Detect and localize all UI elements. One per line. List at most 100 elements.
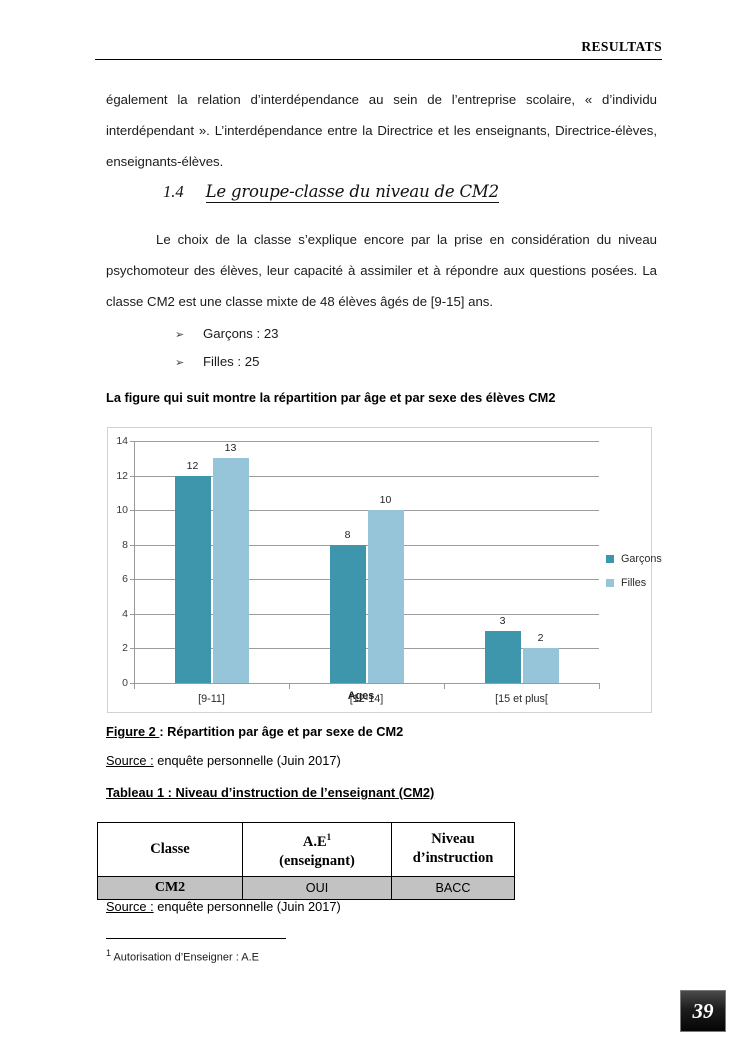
table-header-niveau-line1: Niveau bbox=[431, 831, 475, 848]
bullet-list: ➢ Garçons : 23 ➢ Filles : 25 bbox=[175, 320, 279, 376]
chart-x-tick-label: [15 et plus[ bbox=[495, 693, 548, 705]
instruction-level-table: Classe A.E1 (enseignant) Niveau d’instru… bbox=[97, 822, 515, 900]
source-line-2: Source : enquête personnelle (Juin 2017) bbox=[106, 899, 341, 914]
chart-y-axis bbox=[134, 441, 135, 683]
chart-y-tick-label: 6 bbox=[122, 573, 128, 586]
chart-gridline bbox=[134, 475, 599, 477]
source-line-1: Source : enquête personnelle (Juin 2017) bbox=[106, 753, 341, 768]
chart-y-tickmark bbox=[130, 613, 135, 615]
footnote-number: 1 bbox=[106, 948, 112, 958]
footnote-marker: 1 bbox=[326, 832, 332, 842]
chart-data-label: 2 bbox=[537, 632, 544, 645]
table-caption-label: Tableau 1 : Niveau d’instruction de l’en… bbox=[106, 785, 435, 800]
chart-gridline bbox=[134, 579, 599, 581]
chart-bar bbox=[174, 475, 211, 683]
chart-x-tick-label: [12-14] bbox=[349, 693, 384, 705]
arrow-bullet-icon: ➢ bbox=[175, 328, 185, 341]
page-number: 39 bbox=[692, 998, 714, 1023]
table-caption: Tableau 1 : Niveau d’instruction de l’en… bbox=[106, 785, 434, 800]
chart-legend-label: Garçons bbox=[621, 553, 662, 565]
chart-y-tick-label: 8 bbox=[122, 538, 128, 551]
paragraph-2: Le choix de la classe s’explique encore … bbox=[106, 232, 657, 309]
bar-chart: 0 2 4 6 8 10 12 14 12 13 [9-11] 8 10 [12-14] 3 2 [15 et … bbox=[107, 427, 662, 713]
table-header-niveau-line2: d’instruction bbox=[412, 850, 494, 867]
table-row: CM2 OUI BACC bbox=[97, 875, 515, 900]
paragraph-block-2: Le choix de la classe s’explique encore … bbox=[106, 224, 657, 317]
source-text: enquête personnelle (Juin 2017) bbox=[153, 753, 341, 768]
chart-y-tickmark bbox=[130, 544, 135, 546]
chart-gridline bbox=[134, 648, 599, 650]
section-title: Le groupe-classe du niveau de CM2 bbox=[205, 182, 499, 203]
page-number-badge: 39 bbox=[680, 990, 726, 1032]
chart-y-tickmark bbox=[130, 648, 135, 650]
chart-y-tickmark bbox=[130, 683, 135, 684]
chart-bar bbox=[329, 544, 366, 683]
figure-caption-text: : Répartition par âge et par sexe de CM2 bbox=[159, 724, 404, 739]
section-heading: 1.4 Le groupe-classe du niveau de CM2 bbox=[163, 182, 499, 203]
chart-y-tick-label: 12 bbox=[116, 469, 128, 482]
chart-y-tickmark bbox=[130, 441, 135, 442]
chart-bar bbox=[367, 510, 404, 683]
chart-data-label: 3 bbox=[499, 615, 506, 628]
chart-x-axis bbox=[134, 683, 599, 684]
chart-plot-area: 0 2 4 6 8 10 12 14 12 13 [9-11] 8 10 [12-14] 3 2 [15 et … bbox=[116, 435, 600, 705]
table-header-ae-line2: (enseignant) bbox=[279, 852, 355, 869]
chart-legend-label: Filles bbox=[621, 577, 647, 589]
table-header-niveau: Niveau d’instruction bbox=[391, 822, 515, 877]
list-item: ➢ Garçons : 23 bbox=[175, 320, 279, 348]
table-cell-classe: CM2 bbox=[97, 875, 243, 900]
chart-x-tickmark bbox=[289, 683, 290, 689]
chart-gridline bbox=[134, 510, 599, 512]
table-cell-niveau: BACC bbox=[391, 875, 515, 900]
chart-gridline bbox=[134, 441, 599, 442]
chart-data-label: 8 bbox=[344, 528, 351, 541]
figure-lead-text: La figure qui suit montre la répartition… bbox=[106, 390, 556, 405]
footnote-separator bbox=[106, 938, 286, 939]
chart-gridline bbox=[134, 544, 599, 546]
footnote: 1 Autorisation d’Enseigner : A.E bbox=[106, 948, 259, 964]
table-header-ae: A.E1 (enseignant) bbox=[242, 822, 392, 877]
list-item-label: Filles : 25 bbox=[203, 354, 260, 369]
chart-bar bbox=[484, 631, 521, 683]
list-item-label: Garçons : 23 bbox=[203, 326, 279, 341]
chart-y-tickmark bbox=[130, 579, 135, 581]
chart-y-tickmark bbox=[130, 510, 135, 512]
chart-legend-item: Garçons bbox=[606, 553, 662, 565]
paragraph-1: également la relation d’interdépendance … bbox=[106, 92, 657, 169]
chart-legend-item: Filles bbox=[606, 577, 662, 589]
chart-x-tickmark bbox=[134, 683, 135, 689]
chart-x-tick-label: [9-11] bbox=[198, 693, 225, 705]
chart-legend-swatch bbox=[606, 555, 614, 563]
chart-y-tick-label: 2 bbox=[122, 642, 128, 655]
chart-legend: Garçons Filles bbox=[606, 553, 662, 601]
footnote-body: Autorisation d’Enseigner : A.E bbox=[111, 951, 259, 964]
arrow-bullet-icon: ➢ bbox=[175, 356, 185, 369]
chart-bar bbox=[522, 648, 559, 683]
source-label: Source : bbox=[106, 753, 154, 768]
paragraph-block-1: également la relation d’interdépendance … bbox=[106, 84, 657, 177]
page-header: RESULTATS bbox=[95, 38, 662, 60]
chart-y-tick-label: 10 bbox=[116, 504, 128, 517]
chart-bar bbox=[212, 458, 249, 683]
chart-x-axis-title: Ages bbox=[347, 690, 375, 702]
chart-gridline bbox=[134, 613, 599, 615]
list-item: ➢ Filles : 25 bbox=[175, 348, 279, 376]
chart-legend-swatch bbox=[606, 579, 614, 587]
chart-y-tick-label: 14 bbox=[116, 435, 128, 447]
chart-data-label: 13 bbox=[224, 442, 237, 455]
section-number: 1.4 bbox=[163, 182, 184, 201]
header-title: RESULTATS bbox=[581, 39, 662, 54]
chart-x-tickmark bbox=[444, 683, 445, 689]
figure-caption: Figure 2 : Répartition par âge et par se… bbox=[106, 724, 403, 739]
table-header-row: Classe A.E1 (enseignant) Niveau d’instru… bbox=[97, 822, 515, 877]
table-header-classe: Classe bbox=[97, 822, 243, 877]
chart-y-tickmark bbox=[130, 475, 135, 477]
table-header-ae-line1: A.E bbox=[302, 833, 327, 850]
source-text-2: enquête personnelle (Juin 2017) bbox=[153, 899, 341, 914]
chart-y-tick-label: 4 bbox=[122, 607, 128, 620]
chart-data-label: 12 bbox=[186, 459, 199, 472]
table-cell-ae: OUI bbox=[242, 875, 392, 900]
chart-data-label: 10 bbox=[379, 494, 392, 507]
figure-caption-label: Figure 2 bbox=[106, 724, 160, 739]
